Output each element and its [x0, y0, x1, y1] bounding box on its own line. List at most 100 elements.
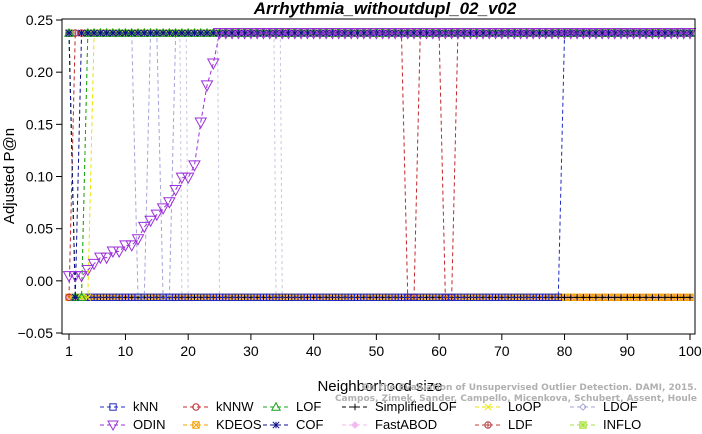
point-odin	[194, 117, 208, 129]
legend-marker	[351, 403, 359, 411]
point-odin	[508, 28, 521, 40]
point-cof	[347, 29, 355, 37]
point-odin	[608, 28, 622, 40]
point-odin	[351, 28, 364, 40]
point-odin	[388, 28, 402, 40]
point-simplifiedlof	[636, 294, 644, 301]
legend-label: LDOF	[603, 399, 638, 414]
point-cof	[303, 29, 311, 37]
point-odin	[206, 58, 220, 71]
point-odin	[370, 28, 383, 40]
point-odin	[432, 28, 446, 40]
point-odin	[482, 28, 496, 40]
legend-marker	[192, 403, 200, 411]
point-cof	[586, 29, 594, 37]
point-odin	[564, 28, 578, 40]
point-odin	[627, 28, 640, 40]
point-cof	[604, 29, 613, 37]
point-cof	[529, 29, 537, 37]
point-cof	[77, 29, 86, 37]
point-simplifiedlof	[661, 294, 669, 301]
point-odin	[144, 215, 157, 228]
point-cof	[404, 29, 412, 37]
point-odin	[501, 28, 515, 40]
point-odin	[445, 28, 458, 40]
legend-label: INFLO	[603, 417, 641, 432]
legend-item-lof: LOF	[263, 399, 321, 414]
point-odin	[232, 28, 245, 40]
point-simplifiedlof	[592, 294, 600, 301]
point-cof	[134, 29, 142, 37]
point-odin	[639, 28, 653, 40]
legend-label: LoOP	[508, 399, 541, 414]
point-simplifiedlof	[674, 294, 681, 301]
point-cof	[284, 29, 293, 37]
point-cof	[353, 29, 362, 37]
point-odin	[106, 246, 120, 259]
point-odin	[470, 28, 484, 40]
point-odin	[263, 28, 277, 40]
point-cof	[648, 29, 656, 37]
legend-marker	[107, 420, 119, 432]
point-cof	[96, 29, 104, 37]
faint-spike	[179, 33, 183, 298]
x-tick-label: 20	[180, 343, 196, 359]
point-odin	[269, 28, 283, 40]
point-odin	[326, 28, 339, 40]
legend-marker	[579, 403, 587, 411]
plot-area	[62, 27, 697, 302]
point-odin	[313, 28, 327, 40]
legend-item-simplifiedlof: SimplifiedLOF	[342, 399, 457, 414]
point-odin	[602, 28, 615, 40]
point-cof	[479, 29, 487, 37]
legend-marker	[484, 403, 492, 411]
point-odin	[238, 28, 251, 40]
legend-marker	[579, 421, 587, 429]
point-odin	[188, 160, 201, 172]
point-odin	[357, 28, 371, 40]
point-cof	[197, 29, 205, 37]
point-cof	[128, 29, 136, 37]
legend-item-inflo: INFLO	[570, 417, 641, 432]
point-lof	[76, 292, 87, 302]
point-cof	[592, 29, 600, 37]
point-odin	[288, 28, 302, 40]
point-odin	[338, 28, 352, 40]
legend-marker	[484, 421, 492, 429]
point-odin	[539, 28, 553, 40]
point-cof	[548, 29, 556, 37]
point-cof	[416, 29, 424, 37]
legend-item-loop: LoOP	[475, 399, 541, 414]
point-simplifiedlof	[598, 294, 606, 301]
point-odin	[169, 184, 182, 197]
point-cof	[360, 29, 368, 37]
point-odin	[646, 28, 659, 40]
point-cof	[146, 29, 155, 37]
x-tick-label: 90	[619, 343, 635, 359]
point-simplifiedlof	[686, 294, 694, 301]
point-odin	[244, 28, 258, 40]
point-odin	[658, 28, 672, 40]
point-odin	[526, 28, 540, 40]
y-axis-label: Adjusted P@n	[1, 128, 18, 224]
point-odin	[282, 28, 295, 40]
point-knn	[554, 293, 562, 302]
point-simplifiedlof	[642, 294, 650, 301]
point-simplifiedlof	[655, 294, 662, 301]
point-odin	[495, 28, 509, 40]
x-tick-label: 1	[65, 343, 73, 359]
point-odin	[200, 80, 214, 92]
point-cof	[466, 29, 475, 37]
point-odin	[225, 28, 239, 40]
point-cof	[109, 29, 117, 37]
legend-label: kNNW	[216, 399, 254, 414]
point-cof	[121, 29, 130, 37]
point-odin	[683, 28, 697, 40]
point-odin	[551, 28, 565, 40]
watermark-title: On the Evaluation of Unsupervised Outlie…	[362, 383, 697, 393]
point-simplifiedlof	[630, 294, 637, 301]
point-odin	[112, 246, 126, 259]
faint-spike	[217, 33, 221, 298]
point-odin	[100, 252, 113, 265]
